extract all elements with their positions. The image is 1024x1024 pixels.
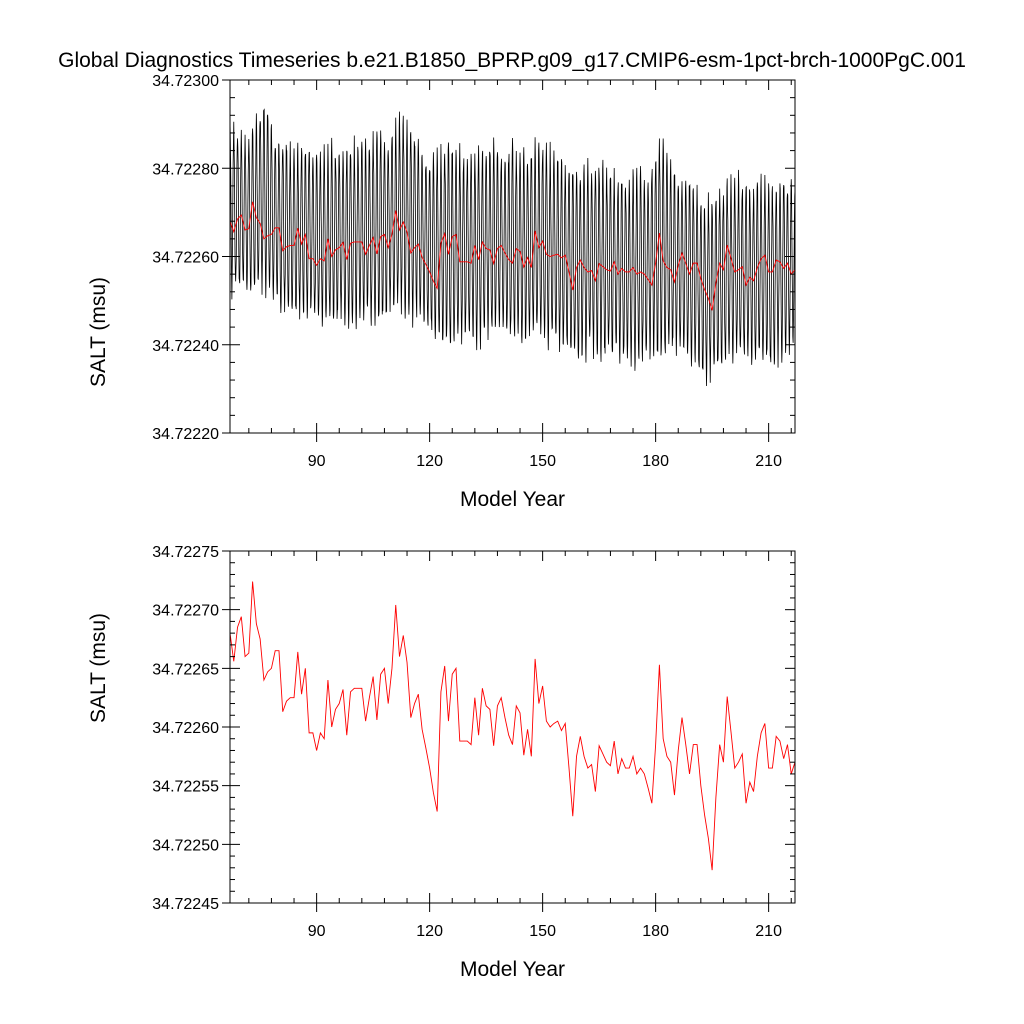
plot-frame bbox=[229, 550, 796, 904]
x-axis-label: Model Year bbox=[460, 488, 565, 511]
x-tick-label: 180 bbox=[642, 923, 669, 940]
y-axis-label: SALT (msu) bbox=[87, 277, 110, 387]
y-tick-label: 34.72300 bbox=[152, 73, 219, 90]
y-tick-label: 34.72275 bbox=[152, 544, 219, 561]
bottom-panel: 90 120 150 180 210 34.72245 34.72250 34.72255 34… bbox=[87, 544, 796, 981]
series-line-1 bbox=[230, 201, 795, 311]
y-tick-label: 34.72240 bbox=[152, 338, 219, 355]
series-line-0 bbox=[230, 108, 795, 386]
x-tick-label: 120 bbox=[416, 923, 443, 940]
y-tick-label: 34.72255 bbox=[152, 779, 219, 796]
x-tick-label: 180 bbox=[642, 453, 669, 470]
y-tick-label: 34.72260 bbox=[152, 250, 219, 267]
x-tick-label: 210 bbox=[755, 453, 782, 470]
x-axis-label: Model Year bbox=[460, 958, 565, 981]
y-tick-label: 34.72220 bbox=[152, 426, 219, 443]
figure-title: Global Diagnostics Timeseries b.e21.B185… bbox=[58, 49, 966, 72]
y-tick-label: 34.72250 bbox=[152, 837, 219, 854]
series-line-0 bbox=[230, 581, 795, 871]
x-tick-label: 150 bbox=[529, 453, 556, 470]
y-axis-label: SALT (msu) bbox=[87, 613, 110, 723]
x-tick-label: 210 bbox=[755, 923, 782, 940]
y-tick-label: 34.72270 bbox=[152, 603, 219, 620]
x-tick-label: 90 bbox=[308, 923, 326, 940]
y-tick-label: 34.72280 bbox=[152, 161, 219, 178]
x-tick-label: 90 bbox=[308, 453, 326, 470]
y-tick-label: 34.72245 bbox=[152, 896, 219, 913]
y-tick-label: 34.72265 bbox=[152, 661, 219, 678]
x-tick-label: 120 bbox=[416, 453, 443, 470]
top-panel: 90 120 150 180 210 34.72220 34.72240 34.72260 34… bbox=[87, 73, 796, 511]
x-tick-label: 150 bbox=[529, 923, 556, 940]
y-tick-label: 34.72260 bbox=[152, 720, 219, 737]
